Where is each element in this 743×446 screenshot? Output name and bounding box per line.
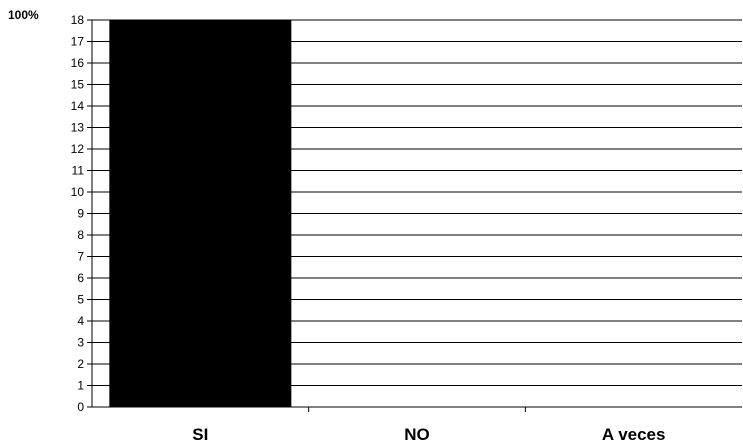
x-category-label: SI	[192, 425, 208, 444]
y-tick-label: 18	[71, 13, 85, 27]
y-tick-label: 15	[71, 78, 85, 92]
bar-si	[109, 20, 292, 407]
y-tick-label: 0	[77, 400, 84, 414]
y-tick-label: 6	[77, 271, 84, 285]
y-tick-label: 14	[71, 99, 85, 113]
y-tick-label: 8	[77, 228, 84, 242]
y-tick-label: 1	[77, 379, 84, 393]
percent-annotation: 100%	[8, 8, 39, 22]
y-tick-label: 2	[77, 357, 84, 371]
x-category-label: NO	[404, 425, 430, 444]
y-tick-label: 9	[77, 207, 84, 221]
y-tick-label: 11	[72, 164, 85, 178]
y-tick-label: 10	[71, 185, 85, 199]
y-tick-label: 5	[77, 293, 84, 307]
y-tick-label: 13	[71, 121, 85, 135]
y-tick-label: 16	[71, 56, 85, 70]
y-tick-label: 17	[71, 35, 85, 49]
y-tick-label: 7	[77, 250, 84, 264]
y-tick-label: 3	[77, 336, 84, 350]
x-category-label: A veces	[602, 425, 666, 444]
y-tick-label: 12	[71, 142, 85, 156]
y-tick-label: 4	[77, 314, 84, 328]
